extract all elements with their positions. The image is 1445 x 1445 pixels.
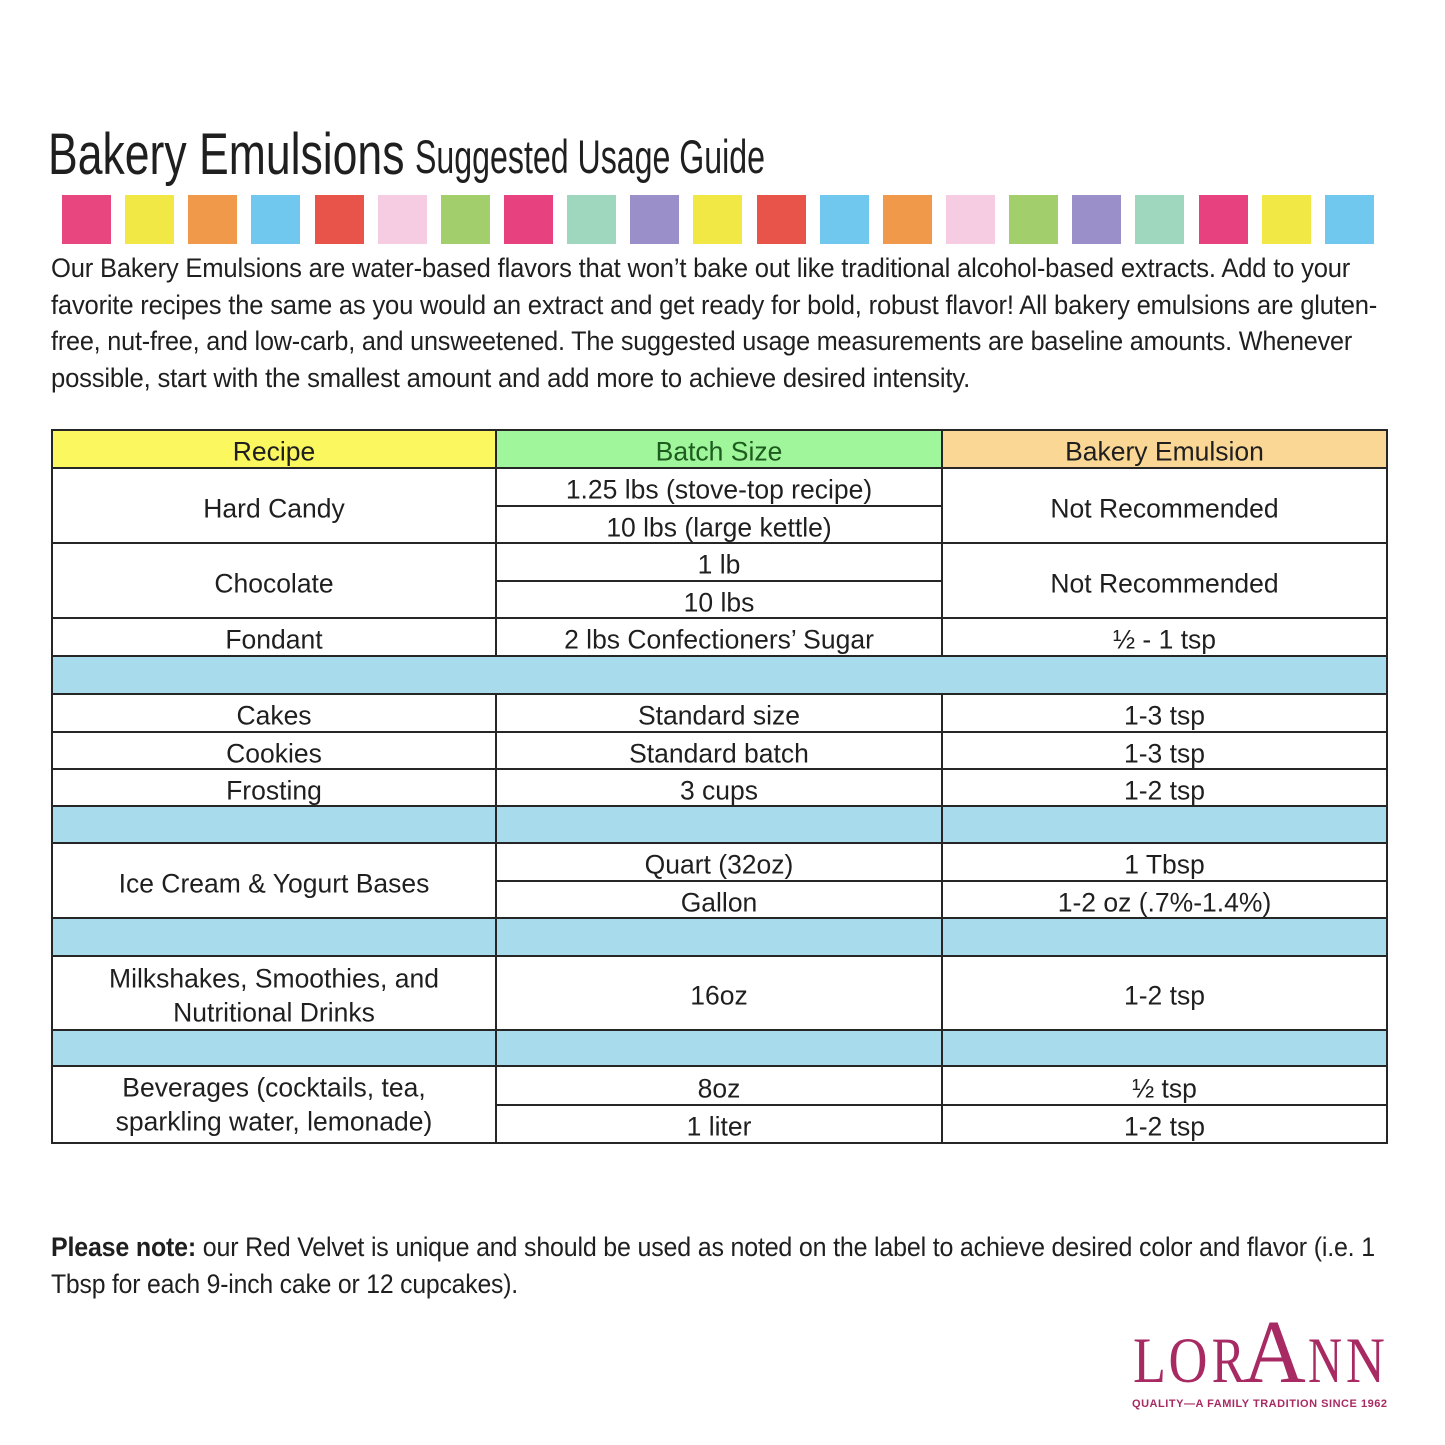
svg-text:N: N — [1346, 1325, 1385, 1397]
svg-text:R: R — [1212, 1325, 1245, 1397]
svg-text:QUALITY—A FAMILY TRADITION SIN: QUALITY—A FAMILY TRADITION SINCE 1962 — [1132, 1398, 1387, 1410]
svg-text:A: A — [1243, 1310, 1306, 1402]
svg-text:N: N — [1308, 1325, 1342, 1397]
svg-text:O: O — [1169, 1325, 1208, 1397]
svg-text:L: L — [1133, 1325, 1166, 1397]
